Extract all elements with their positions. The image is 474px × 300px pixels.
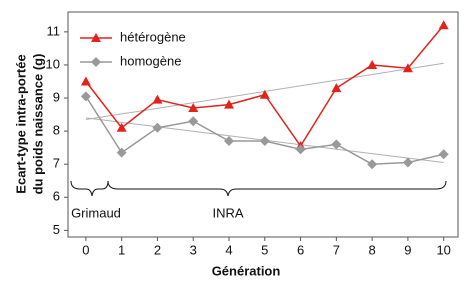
- marker: [116, 147, 127, 158]
- marker: [295, 144, 306, 155]
- y-tick-label: 6: [53, 189, 60, 204]
- marker: [331, 139, 342, 150]
- x-tick-label: 9: [404, 242, 411, 257]
- marker: [259, 136, 270, 147]
- y-tick-label: 7: [53, 156, 60, 171]
- brace: [107, 180, 447, 197]
- marker: [402, 63, 413, 73]
- marker: [367, 59, 378, 69]
- brace: [70, 180, 109, 197]
- marker: [188, 102, 199, 112]
- marker: [331, 83, 342, 93]
- legend-marker: [91, 33, 101, 42]
- legend-marker: [91, 57, 101, 67]
- marker: [152, 122, 163, 133]
- x-tick-label: 6: [297, 242, 304, 257]
- marker: [224, 136, 235, 147]
- marker: [116, 122, 127, 132]
- legend-label: hétérogène: [120, 29, 186, 44]
- x-tick-label: 5: [261, 242, 268, 257]
- x-tick-label: 0: [82, 242, 89, 257]
- x-tick-label: 7: [333, 242, 340, 257]
- x-tick-label: 1: [118, 242, 125, 257]
- y-axis-label: du poids naissance (g): [30, 54, 45, 195]
- x-tick-label: 4: [225, 242, 232, 257]
- marker: [224, 99, 235, 109]
- series-line: [85, 95, 444, 165]
- y-tick-label: 11: [47, 23, 61, 38]
- marker: [367, 159, 378, 170]
- annotation: Grimaud: [71, 205, 121, 220]
- x-axis-label: Génération: [212, 263, 281, 278]
- annotation: INRA: [212, 205, 243, 220]
- x-tick-label: 2: [154, 242, 161, 257]
- marker: [188, 116, 199, 127]
- marker: [80, 76, 91, 86]
- marker: [402, 157, 413, 168]
- marker: [80, 91, 91, 102]
- y-tick-label: 8: [53, 123, 60, 138]
- marker: [438, 149, 449, 160]
- legend-label: homogène: [120, 53, 181, 68]
- y-axis-label: Ecart-type intra-portée: [13, 54, 28, 193]
- marker: [259, 89, 270, 99]
- marker: [438, 20, 449, 30]
- x-tick-label: 8: [369, 242, 376, 257]
- x-tick-label: 10: [436, 242, 450, 257]
- y-tick-label: 10: [46, 56, 60, 71]
- x-tick-label: 3: [190, 242, 197, 257]
- y-tick-label: 9: [53, 89, 60, 104]
- plot-frame: [67, 11, 459, 238]
- y-tick-label: 5: [53, 222, 60, 237]
- marker: [152, 94, 163, 104]
